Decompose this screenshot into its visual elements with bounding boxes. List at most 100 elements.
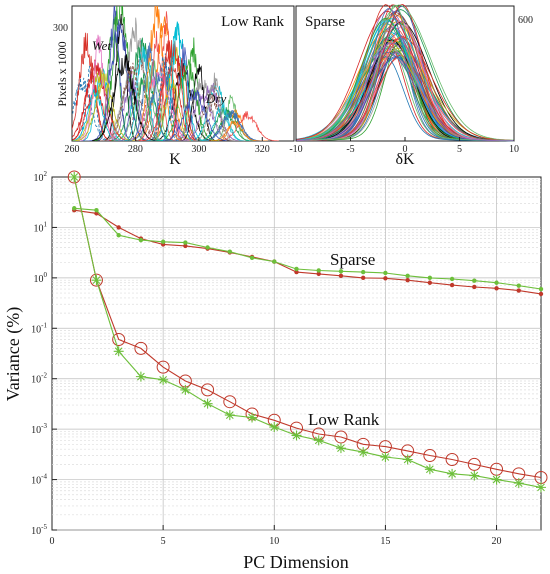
main-plot-frame bbox=[51, 176, 542, 531]
series-3-point bbox=[536, 482, 546, 493]
series-2-point bbox=[112, 332, 126, 346]
series-3-point bbox=[224, 410, 235, 421]
series-3-point bbox=[135, 371, 146, 382]
series-1-point bbox=[405, 273, 410, 278]
series-1-point bbox=[494, 280, 499, 285]
inset-low-rank-curve bbox=[102, 79, 166, 141]
inset-low-rank-curve bbox=[166, 64, 231, 141]
inset-low-rank-curve bbox=[151, 59, 215, 141]
inset-low-rank-curves bbox=[72, 6, 279, 141]
low-rank-annotation: Low Rank bbox=[308, 410, 380, 429]
inset-low-rank-curve bbox=[145, 22, 209, 141]
series-1-point bbox=[94, 207, 99, 213]
inset-sparse-title: Sparse bbox=[305, 14, 345, 30]
inset-low-rank-curve bbox=[184, 79, 248, 141]
series-1-point bbox=[183, 240, 188, 245]
inset-sparse-xtick-label: -10 bbox=[289, 144, 302, 155]
main-ytick-label: 10-4 bbox=[31, 473, 47, 487]
inset-low-rank-curve bbox=[161, 37, 225, 141]
inset-sparse-curve bbox=[295, 36, 514, 141]
inset-low-rank-curve bbox=[87, 19, 152, 141]
inset-low-rank-xtick-label: 320 bbox=[255, 144, 270, 155]
series-1-point bbox=[294, 266, 299, 272]
inset-low-rank-curve bbox=[72, 77, 115, 141]
main-xtick-label: 15 bbox=[380, 536, 390, 547]
series-2-point bbox=[134, 341, 148, 355]
series-1-point bbox=[383, 270, 388, 276]
series-3-point bbox=[380, 452, 391, 463]
inset-low-rank-curve bbox=[199, 94, 264, 141]
series-line-1 bbox=[74, 207, 542, 290]
series-2-point bbox=[156, 360, 170, 374]
inset-sparse-panel: Sparse 600 -10 -5 0 5 10 δK bbox=[289, 3, 533, 168]
series-1-point bbox=[249, 255, 255, 260]
series-1-point bbox=[272, 259, 277, 264]
inset-low-rank-xlabel: K bbox=[169, 151, 181, 168]
inset-low-rank-curve bbox=[72, 86, 127, 141]
inset-low-rank-curve bbox=[134, 11, 199, 141]
series-1-point bbox=[538, 286, 544, 292]
series-1-point bbox=[72, 206, 77, 211]
inset-low-rank-curve bbox=[182, 72, 247, 141]
inset-low-rank-curve bbox=[155, 59, 220, 141]
series-3-point bbox=[313, 435, 324, 446]
series-0-point bbox=[383, 276, 388, 281]
series-1-point bbox=[116, 233, 121, 238]
series-0-point bbox=[494, 286, 499, 291]
main-xtick-label: 5 bbox=[161, 536, 166, 547]
series-0-point bbox=[294, 269, 299, 275]
series-2-point bbox=[201, 383, 215, 397]
inset-low-rank-curve bbox=[122, 60, 186, 141]
series-0-point bbox=[183, 243, 188, 249]
inset-low-rank-ylabel: Pixels x 1000 bbox=[55, 41, 69, 106]
series-2-point bbox=[67, 170, 81, 184]
inset-sparse-xtick-label: -5 bbox=[346, 144, 354, 155]
inset-low-rank-curve bbox=[72, 72, 136, 141]
inset-low-rank-curve bbox=[99, 62, 164, 141]
inset-low-rank-title: Low Rank bbox=[221, 14, 284, 30]
inset-sparse-curve bbox=[295, 42, 515, 142]
series-0-point bbox=[116, 225, 121, 230]
inset-low-rank-curve bbox=[72, 32, 119, 141]
main-xtick-label: 10 bbox=[269, 536, 279, 547]
inset-low-rank-curve bbox=[118, 42, 182, 141]
series-1-point bbox=[338, 269, 344, 274]
series-2-point bbox=[334, 430, 348, 444]
main-yticks: 102 101 100 10-1 10-2 10-3 10-4 10-5 bbox=[31, 170, 57, 537]
wet-annotation: Wet bbox=[92, 38, 111, 53]
inset-sparse-xtick-label: 5 bbox=[457, 144, 462, 155]
series-1-point bbox=[316, 268, 321, 273]
inset-sparse-xlabel: δK bbox=[395, 151, 415, 168]
series-3-point bbox=[424, 464, 435, 475]
series-0-point bbox=[338, 273, 344, 278]
series-0-point bbox=[405, 277, 410, 283]
inset-low-rank-ytick: 300 bbox=[53, 23, 68, 34]
series-0-point bbox=[516, 288, 521, 293]
series-1-point bbox=[205, 245, 210, 250]
inset-sparse-frame bbox=[295, 5, 515, 142]
inset-sparse-xticks: -10 -5 0 5 10 bbox=[289, 137, 519, 155]
series-3-point bbox=[158, 374, 169, 385]
main-series bbox=[67, 170, 548, 493]
inset-low-rank-xtick-label: 280 bbox=[128, 144, 143, 155]
main-xtick-label: 0 bbox=[50, 536, 55, 547]
series-1-point bbox=[427, 275, 433, 281]
inset-low-rank-curve bbox=[111, 46, 175, 141]
inset-low-rank-xtick-label: 300 bbox=[191, 144, 206, 155]
main-ytick-label: 10-5 bbox=[31, 523, 47, 537]
series-3-point bbox=[69, 172, 80, 182]
series-2-point bbox=[223, 395, 237, 409]
series-2-point bbox=[445, 453, 459, 467]
series-0-point bbox=[94, 211, 99, 216]
inset-sparse-curve bbox=[295, 4, 515, 141]
inset-sparse-xtick-label: 10 bbox=[509, 144, 519, 155]
main-ytick-label: 100 bbox=[34, 271, 48, 285]
inset-low-rank-curve bbox=[151, 43, 216, 141]
main-xlabel: PC Dimension bbox=[243, 552, 349, 572]
main-ylabel: Variance (%) bbox=[3, 307, 24, 401]
series-0-point bbox=[360, 275, 366, 281]
series-3-point bbox=[113, 346, 124, 357]
inset-low-rank-curve bbox=[72, 59, 128, 141]
inset-low-rank-xtick-label: 260 bbox=[65, 144, 80, 155]
